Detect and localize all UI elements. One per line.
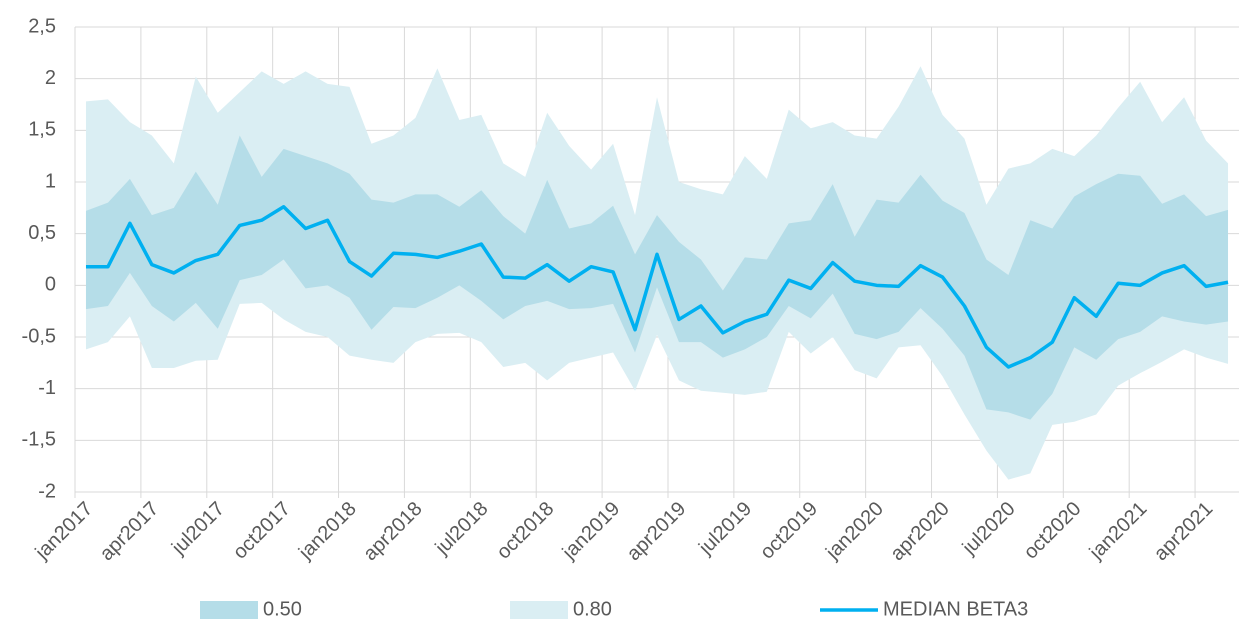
x-tick-label: apr2021 — [1150, 498, 1217, 565]
x-tick-label: apr2018 — [359, 498, 426, 565]
y-tick-label: -2 — [38, 480, 56, 502]
band-area — [85, 135, 1229, 420]
x-tick-label: apr2019 — [623, 498, 690, 565]
legend-swatch — [200, 601, 258, 619]
x-tick-label: oct2018 — [493, 498, 559, 564]
x-tick-label: apr2020 — [886, 498, 953, 565]
x-tick-label: jul2017 — [167, 498, 229, 560]
y-tick-label: 0 — [45, 274, 56, 296]
legend-label: 0.80 — [573, 598, 612, 620]
y-tick-label: 0,5 — [28, 222, 56, 244]
x-tick-label: oct2017 — [229, 498, 295, 564]
y-tick-label: -0,5 — [22, 325, 56, 347]
x-tick-label: jul2020 — [958, 498, 1020, 560]
legend-label: MEDIAN BETA3 — [883, 598, 1028, 620]
y-tick-label: 1,5 — [28, 119, 56, 141]
y-tick-label: -1 — [38, 377, 56, 399]
x-tick-label: jul2018 — [431, 498, 493, 560]
y-tick-label: 2 — [45, 67, 56, 89]
x-tick-label: oct2019 — [756, 498, 822, 564]
x-tick-label: apr2017 — [96, 498, 163, 565]
x-tick-label: jan2018 — [294, 498, 361, 565]
x-tick-label: jan2017 — [31, 498, 98, 565]
y-tick-label: 2,5 — [28, 15, 56, 37]
y-tick-label: -1,5 — [22, 429, 56, 451]
x-tick-label: jul2019 — [694, 498, 756, 560]
legend-label: 0.50 — [263, 598, 302, 620]
y-tick-label: 1 — [45, 170, 56, 192]
x-tick-label: oct2020 — [1020, 498, 1086, 564]
legend-swatch — [510, 601, 568, 619]
x-tick-label: jan2021 — [1085, 498, 1152, 565]
median-line — [85, 205, 1229, 369]
x-tick-label: jan2019 — [558, 498, 625, 565]
x-tick-label: jan2020 — [821, 498, 888, 565]
